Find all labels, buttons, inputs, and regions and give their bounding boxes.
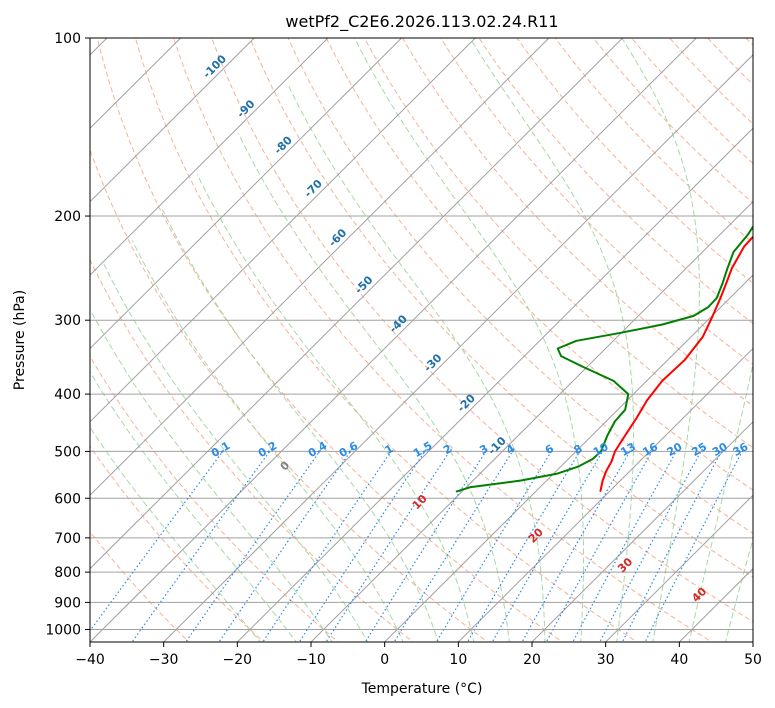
- isotherm-line: [90, 38, 697, 642]
- dry-adiabat-line: [325, 38, 753, 491]
- y-tick-label: 400: [54, 387, 81, 403]
- moist-adiabat-line: [102, 262, 369, 642]
- plot-area: [90, 38, 753, 642]
- isotherm-line: [457, 347, 753, 642]
- y-tick-label: 700: [54, 531, 81, 547]
- isotherm-line: [90, 38, 550, 496]
- mixing-ratio-line: [298, 448, 428, 642]
- y-tick-label: 600: [54, 491, 81, 507]
- moist-adiabat-line: [90, 426, 261, 642]
- isotherm-line: [236, 127, 753, 642]
- y-tick-label: 100: [54, 31, 81, 47]
- x-tick-label: 0: [380, 652, 389, 668]
- mixing-ratio-line: [325, 448, 452, 642]
- temperature-line: [599, 235, 753, 492]
- moist-adiabat-line: [131, 240, 404, 642]
- moist-adiabat-line: [469, 38, 635, 642]
- y-axis-title: Pressure (hPa): [12, 290, 28, 390]
- x-tick-label: −10: [296, 652, 326, 668]
- y-tick-label: 200: [54, 209, 81, 225]
- dry-adiabat-line: [173, 38, 713, 642]
- y-tick-label: 900: [54, 595, 81, 611]
- x-tick-label: −40: [75, 652, 105, 668]
- isotherm-line: [384, 274, 753, 642]
- dry-adiabat-line: [249, 38, 753, 578]
- dewpoint-line: [455, 224, 753, 493]
- x-tick-label: −30: [149, 652, 179, 668]
- moist-adiabat-line: [90, 308, 333, 642]
- x-tick-label: 20: [523, 652, 541, 668]
- mixing-ratio-line: [435, 448, 554, 642]
- dry-adiabat-line: [401, 38, 753, 407]
- moist-adiabat-line: [287, 84, 546, 642]
- mixing-ratio-line: [364, 448, 489, 642]
- isotherm-line: [90, 38, 402, 350]
- x-tick-label: 10: [449, 652, 467, 668]
- mixing-ratio-line: [131, 448, 273, 642]
- x-tick-label: −20: [223, 652, 253, 668]
- moist-adiabat-line: [237, 133, 510, 642]
- x-axis-title: Temperature (°C): [361, 681, 483, 697]
- isotherm-line: [163, 54, 753, 642]
- mixing-ratio-line: [218, 448, 353, 642]
- isotherm-line: [90, 38, 476, 423]
- y-tick-label: 1000: [45, 622, 81, 638]
- dry-adiabat-line: [440, 38, 753, 365]
- isotherm-line: [310, 200, 753, 642]
- isotherm-line: [531, 421, 753, 642]
- mixing-ratio-line: [621, 448, 724, 642]
- mixing-ratio-line: [185, 448, 322, 642]
- x-tick-label: 40: [670, 652, 688, 668]
- isotherm-line: [90, 38, 255, 203]
- mixing-ratio-line: [393, 448, 515, 642]
- isotherm-line: [90, 38, 329, 276]
- x-tick-label: 50: [744, 652, 762, 668]
- mixing-ratio-line: [262, 448, 394, 642]
- mixing-ratio-line: [545, 448, 655, 642]
- mixing-ratio-line: [644, 448, 745, 642]
- axes: −40 −30 −20 −10 0 10 20 30 40 50 100 200 300 400 500 60…: [45, 31, 762, 668]
- y-tick-label: 800: [54, 565, 81, 581]
- chart-title: wetPf2_C2E6.2026.113.02.24.R11: [285, 12, 558, 32]
- y-tick-label: 500: [54, 444, 81, 460]
- isotherm-line: [90, 38, 623, 570]
- mixing-ratio-line: [466, 448, 582, 642]
- mixing-ratio-line: [521, 448, 632, 642]
- moist-adiabat-line: [621, 38, 700, 642]
- moist-adiabat-line: [196, 174, 475, 642]
- plot-frame: [89, 37, 754, 643]
- moist-adiabat-line: [161, 209, 440, 642]
- x-tick-label: 30: [597, 652, 615, 668]
- y-tick-label: 300: [54, 313, 81, 329]
- dry-adiabat-line: [287, 38, 753, 534]
- isotherm-line: [605, 494, 753, 642]
